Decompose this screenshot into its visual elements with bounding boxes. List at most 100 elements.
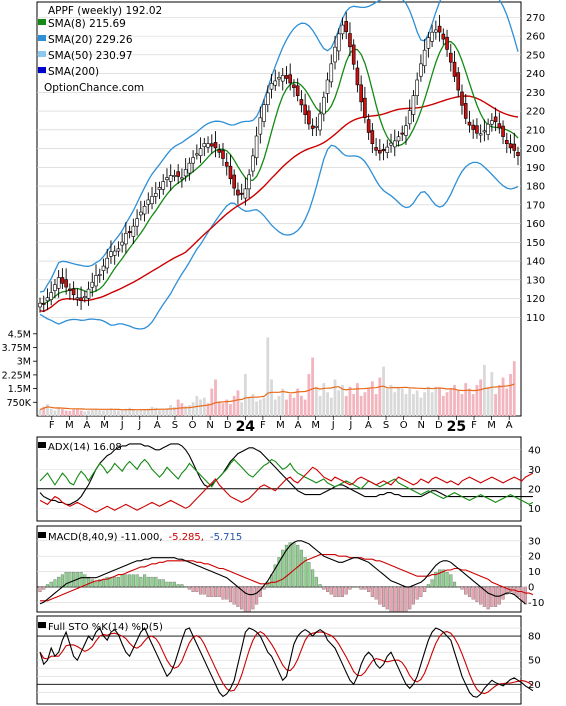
price-panel-frame bbox=[36, 1, 522, 417]
x-tick-label: S bbox=[383, 420, 389, 431]
price-tick-label: 250 bbox=[526, 50, 545, 61]
candle-body bbox=[400, 132, 405, 135]
candle-body bbox=[392, 140, 397, 148]
x-tick-label: O bbox=[189, 420, 197, 431]
macd-title-main: MACD(8,40,9) -11.000, bbox=[48, 532, 163, 543]
candle-body bbox=[83, 296, 87, 298]
volume-bar bbox=[348, 386, 352, 416]
volume-bar bbox=[449, 388, 453, 416]
volume-bar bbox=[109, 408, 113, 416]
volume-bar bbox=[61, 409, 64, 416]
candle-body bbox=[482, 130, 487, 133]
legend-swatch-sma8 bbox=[38, 19, 46, 25]
macd-histogram-bar bbox=[348, 586, 352, 590]
stochastic-axis-ticks: 20 50 80 bbox=[528, 632, 541, 691]
x-tick-label: S bbox=[172, 420, 178, 431]
legend-swatch-sma20 bbox=[38, 35, 46, 41]
macd-swatch bbox=[38, 532, 46, 538]
macd-histogram-bar bbox=[333, 586, 337, 597]
x-tick-label: M bbox=[487, 420, 496, 431]
macd-histogram-bar bbox=[210, 586, 214, 597]
volume-bar bbox=[232, 395, 236, 416]
stochastic-lines bbox=[39, 627, 534, 698]
price-tick-label: 240 bbox=[526, 69, 545, 80]
volume-bar bbox=[356, 383, 359, 416]
candle-body bbox=[202, 143, 207, 147]
legend-swatch-sma200 bbox=[38, 67, 46, 73]
macd-histogram-bar bbox=[434, 572, 438, 588]
volume-tick-label: 2.25M bbox=[2, 370, 31, 381]
volume-bar bbox=[292, 397, 296, 416]
price-tick-label: 270 bbox=[526, 13, 545, 24]
macd-histogram-bar bbox=[113, 576, 117, 588]
price-tick-label: 140 bbox=[526, 257, 545, 268]
volume-tick-label: 4.5M bbox=[8, 329, 31, 340]
price-tick-label: 220 bbox=[526, 107, 545, 118]
x-tick-label: 25 bbox=[447, 419, 466, 435]
volume-bar bbox=[479, 379, 483, 416]
candle-body bbox=[303, 104, 307, 115]
macd-histogram-bar bbox=[187, 586, 191, 590]
candle-body bbox=[68, 288, 72, 291]
volume-bar bbox=[46, 404, 49, 416]
volume-bar bbox=[128, 407, 132, 416]
volume-bar bbox=[393, 392, 397, 416]
candle-body bbox=[217, 149, 222, 153]
candle-body bbox=[127, 231, 132, 234]
macd-histogram-bar bbox=[109, 576, 113, 588]
macd-histogram-bar bbox=[314, 576, 318, 588]
candle-body bbox=[463, 103, 468, 119]
candle-body bbox=[292, 84, 296, 88]
macd-histogram-bar bbox=[83, 574, 87, 588]
macd-histogram-bar bbox=[441, 569, 445, 588]
macd-histogram-bar bbox=[393, 586, 397, 612]
volume-bar bbox=[49, 408, 53, 416]
volume-bar bbox=[135, 410, 139, 416]
macd-histogram-bar bbox=[49, 581, 53, 588]
candle-body bbox=[355, 67, 360, 86]
macd-histogram-bar bbox=[355, 586, 359, 588]
candle-body bbox=[75, 297, 80, 300]
macd-line bbox=[39, 540, 526, 605]
candle-body bbox=[396, 136, 401, 142]
adx-tick-label: 10 bbox=[528, 504, 541, 515]
macd-histogram-bar bbox=[352, 586, 356, 588]
adx-tick-label: 20 bbox=[528, 484, 541, 495]
volume-bar bbox=[453, 384, 456, 416]
price-axis-ticks: 110 120 130 140 150 160 170 180 190 200 210 220 230 2… bbox=[526, 13, 545, 324]
volume-bar bbox=[165, 408, 169, 416]
volume-bar bbox=[94, 408, 98, 416]
macd-histogram-bar bbox=[131, 574, 135, 588]
macd-histogram-bar bbox=[408, 586, 412, 610]
volume-bar bbox=[120, 409, 124, 416]
candle-body bbox=[378, 149, 382, 154]
price-panel: 110 120 130 140 150 160 170 180 190 200 210 220 230 2… bbox=[2, 0, 545, 417]
stochastic-grid bbox=[37, 627, 521, 693]
volume-bar bbox=[255, 401, 258, 416]
x-tick-label: F bbox=[471, 420, 477, 431]
macd-histogram-bar bbox=[161, 579, 165, 588]
macd-histogram-bar bbox=[464, 586, 468, 595]
candle-body bbox=[224, 161, 229, 167]
volume-bar bbox=[512, 361, 516, 416]
candle-body bbox=[209, 143, 214, 147]
candle-body bbox=[501, 125, 505, 137]
volume-bar bbox=[117, 410, 120, 416]
candle-body bbox=[348, 33, 352, 48]
macd-histogram-bar bbox=[303, 557, 307, 588]
sma-long-line bbox=[39, 95, 519, 313]
macd-histogram-bar bbox=[505, 586, 509, 595]
volume-bar bbox=[202, 397, 206, 416]
macd-histogram-bar bbox=[385, 586, 389, 610]
macd-histogram-bar bbox=[415, 586, 419, 600]
volume-bar bbox=[359, 395, 363, 416]
macd-histogram-bar bbox=[199, 586, 203, 595]
price-tick-label: 120 bbox=[526, 294, 545, 305]
macd-histogram-bar bbox=[426, 584, 430, 588]
volume-bar bbox=[464, 383, 468, 416]
volume-bar bbox=[367, 388, 371, 416]
volume-bar bbox=[229, 404, 232, 416]
candle-body bbox=[165, 177, 169, 180]
